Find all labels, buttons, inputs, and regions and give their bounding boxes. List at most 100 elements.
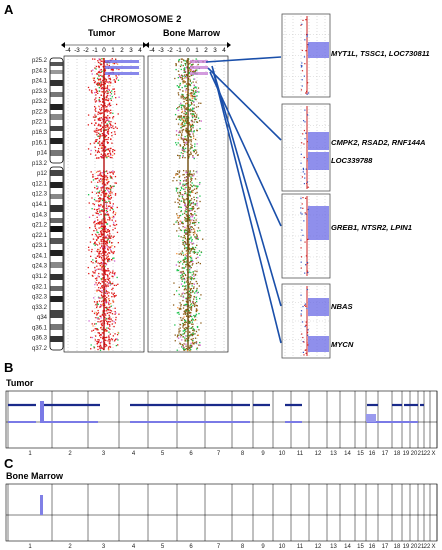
probe-dot: [106, 86, 109, 88]
probe-dot: [182, 317, 184, 319]
probe-dot: [112, 282, 114, 284]
probe-dot: [191, 282, 194, 285]
probe-dot: [98, 147, 100, 150]
chromosome-label: 11: [297, 544, 304, 550]
probe-dot: [102, 65, 104, 68]
probe-dot: [92, 214, 94, 217]
probe-dot: [193, 188, 196, 190]
probe-dot: [186, 340, 188, 342]
probe-dot: [109, 77, 111, 80]
probe-dot: [181, 293, 183, 295]
probe-dot: [185, 274, 187, 277]
probe-dot: [104, 301, 107, 304]
probe-dot: [111, 288, 113, 291]
zoom-dot: [305, 19, 307, 21]
probe-dot: [182, 115, 185, 118]
probe-dot: [175, 64, 177, 67]
probe-dot: [95, 212, 97, 214]
probe-dot: [180, 236, 182, 238]
probe-dot: [104, 117, 106, 119]
axis-tick-label: 0: [186, 47, 190, 54]
probe-dot: [104, 148, 106, 150]
probe-dot: [97, 201, 100, 203]
probe-dot: [105, 149, 107, 151]
probe-dot: [104, 220, 107, 222]
probe-dot: [195, 149, 197, 151]
probe-dot: [101, 183, 104, 185]
probe-dot: [194, 143, 196, 145]
probe-dot: [99, 199, 101, 201]
probe-dot: [193, 114, 196, 117]
probe-dot: [94, 178, 96, 180]
probe-dot: [192, 329, 194, 332]
probe-dot: [93, 124, 96, 126]
probe-dot: [113, 257, 115, 259]
probe-dot: [190, 338, 192, 341]
probe-dot: [197, 256, 199, 259]
probe-dot: [183, 81, 186, 83]
probe-dot: [194, 112, 196, 114]
probe-dot: [183, 149, 186, 151]
probe-dot: [190, 178, 192, 180]
probe-dot: [193, 130, 195, 132]
probe-dot: [93, 142, 95, 144]
probe-dot: [101, 328, 103, 331]
band-label: p25.2: [32, 58, 48, 64]
probe-dot: [106, 170, 108, 172]
zoom-dot: [303, 183, 306, 185]
probe-dot: [111, 58, 113, 60]
probe-dot: [105, 319, 107, 321]
probe-dot: [185, 289, 187, 291]
probe-dot: [99, 306, 102, 308]
probe-dot: [178, 73, 180, 76]
probe-dot: [196, 191, 198, 194]
probe-dot: [175, 62, 177, 65]
probe-dot: [182, 307, 185, 309]
probe-dot: [178, 330, 180, 332]
probe-dot: [189, 191, 192, 193]
probe-dot: [186, 233, 188, 235]
probe-dot: [184, 70, 186, 72]
probe-dot: [102, 87, 104, 89]
probe-dot: [180, 303, 182, 306]
probe-dot: [178, 176, 181, 178]
zoom-dot: [302, 167, 304, 169]
zoom-dot: [306, 46, 308, 48]
zoom-dot: [306, 90, 308, 93]
amplified-region: [105, 60, 139, 63]
probe-dot: [98, 197, 100, 200]
probe-dot: [100, 341, 103, 343]
probe-dot: [107, 248, 109, 250]
axis-tick-label: 4: [222, 47, 226, 54]
probe-dot: [111, 135, 113, 137]
probe-dot: [106, 274, 108, 276]
probe-dot: [181, 111, 183, 114]
chromosome-label: 15: [357, 451, 364, 457]
probe-dot: [104, 69, 106, 71]
probe-dot: [176, 154, 179, 157]
probe-dot: [99, 221, 102, 223]
probe-dot: [90, 348, 92, 350]
probe-dot: [191, 100, 194, 102]
probe-dot: [185, 227, 187, 229]
probe-dot: [100, 224, 103, 226]
probe-dot: [95, 154, 97, 156]
probe-dot: [111, 192, 113, 194]
probe-dot: [95, 110, 97, 112]
probe-dot: [185, 207, 187, 210]
probe-dot: [102, 336, 104, 338]
probe-dot: [178, 171, 180, 174]
probe-dot: [186, 301, 188, 304]
probe-dot: [101, 222, 103, 225]
probe-dot: [98, 339, 100, 341]
probe-dot: [188, 194, 190, 196]
probe-dot: [98, 75, 100, 77]
probe-dot: [109, 94, 111, 97]
probe-dot: [101, 296, 104, 298]
probe-dot: [110, 82, 112, 84]
probe-dot: [182, 147, 184, 149]
probe-dot: [99, 223, 101, 225]
probe-dot: [104, 295, 107, 297]
probe-dot: [90, 255, 92, 258]
probe-dot: [179, 175, 181, 177]
